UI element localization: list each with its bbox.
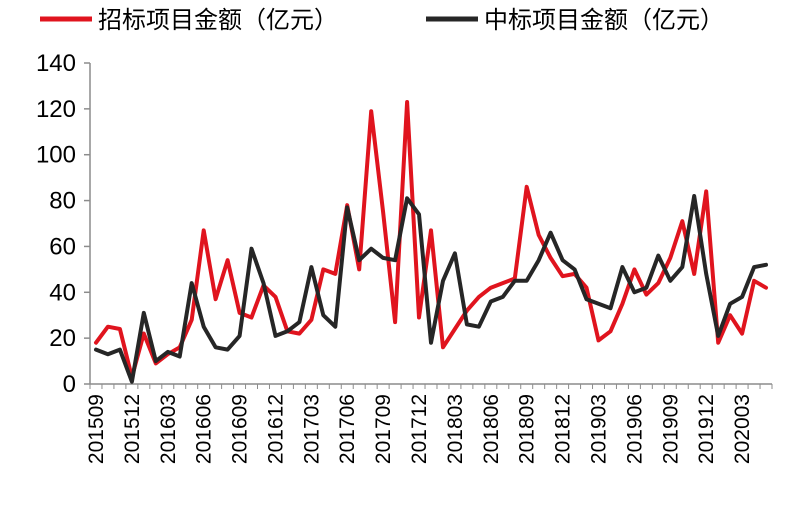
x-tick-label: 201712: [408, 394, 431, 464]
legend-label-series-1: 招标项目金额（亿元）: [98, 7, 338, 34]
x-tick-label: 201912: [695, 394, 718, 464]
x-tick-label: 201806: [480, 394, 503, 464]
x-tick-label: 201903: [588, 394, 611, 464]
y-tick-label: 100: [36, 142, 76, 169]
x-tick-label: 201703: [300, 394, 323, 464]
series-line-1: [94, 100, 768, 380]
x-tick-label: 201809: [516, 394, 539, 464]
series-line-2: [94, 194, 768, 384]
x-tick-label: 201512: [121, 394, 144, 464]
x-tick-label: 201909: [659, 394, 682, 464]
legend-label-series-2: 中标项目金额（亿元）: [484, 7, 724, 34]
x-tick-label: 201603: [157, 394, 180, 464]
x-tick-label: 201509: [85, 394, 108, 464]
y-tick-label: 20: [49, 325, 76, 352]
x-tick-label: 201709: [372, 394, 395, 464]
x-tick-label: 201906: [623, 394, 646, 464]
x-tick-label: 202003: [731, 394, 754, 464]
y-tick-label: 40: [49, 279, 76, 306]
x-tick-label: 201606: [193, 394, 216, 464]
legend: 招标项目金额（亿元） 中标项目金额（亿元）: [40, 7, 724, 34]
x-tick-label: 201803: [444, 394, 467, 464]
x-axis: 201509 201512 201603 201606 201609 201612 2017…: [85, 383, 773, 464]
y-tick-label: 140: [36, 50, 76, 77]
y-tick-label: 120: [36, 96, 76, 123]
x-tick-label: 201612: [264, 394, 287, 464]
x-tick-label: 201609: [229, 394, 252, 464]
series-layer: [94, 100, 768, 384]
y-tick-label: 80: [49, 188, 76, 215]
y-axis: 0 20 40 60 80 100 120 140: [36, 50, 91, 398]
x-tick-label: 201706: [336, 394, 359, 464]
x-tick-label: 201812: [552, 394, 575, 464]
y-tick-label: 60: [49, 233, 76, 260]
y-tick-label: 0: [63, 371, 76, 398]
